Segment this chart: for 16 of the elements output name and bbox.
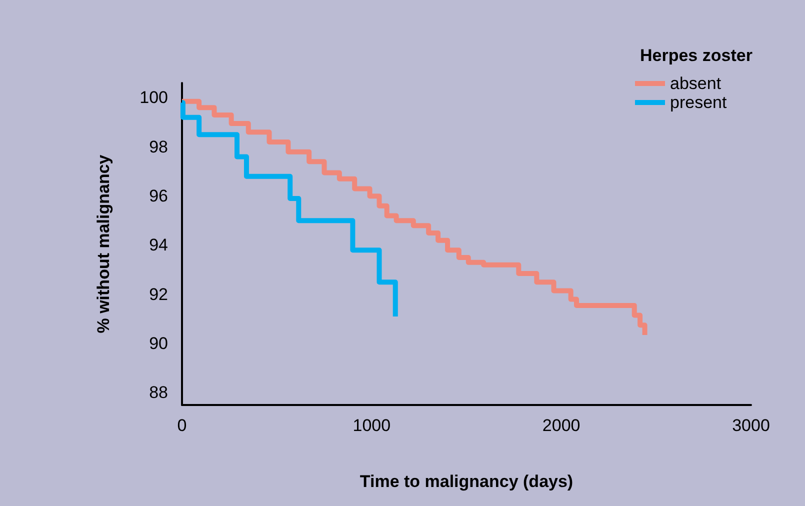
x-tick-label: 1000 (352, 416, 391, 435)
legend-title: Herpes zoster (640, 46, 753, 65)
x-tick-label: 3000 (732, 416, 770, 435)
y-tick-label: 94 (149, 236, 168, 255)
y-axis-title: % without malignancy (94, 154, 113, 334)
legend-label: present (670, 93, 727, 112)
x-axis-title: Time to malignancy (days) (360, 472, 574, 491)
y-tick-label: 90 (149, 334, 168, 354)
y-tick-label: 100 (140, 88, 168, 108)
y-tick-label: 96 (149, 186, 168, 206)
y-tick-label: 98 (149, 137, 168, 156)
legend-label: absent (670, 74, 722, 93)
x-tick-label: 2000 (542, 416, 580, 435)
y-tick-label: 88 (149, 383, 168, 402)
y-tick-label: 92 (149, 284, 168, 304)
x-tick-label: 0 (177, 416, 187, 435)
